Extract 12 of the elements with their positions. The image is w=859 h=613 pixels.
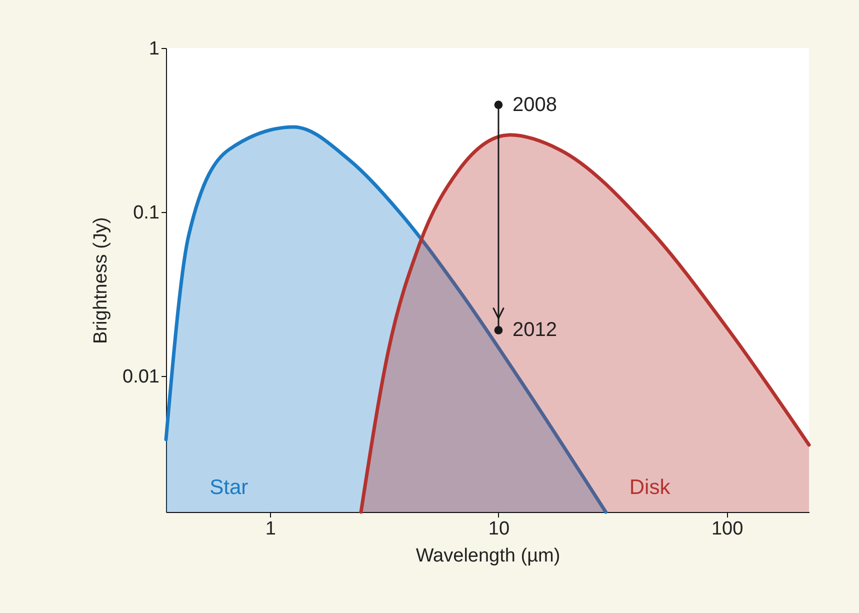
series-label: Disk [629,476,671,499]
y-tick-label: 1 [148,38,160,60]
y-tick-label: 0.01 [122,366,160,388]
x-axis-title: Wavelength (µm) [416,546,560,566]
annotation: 2008 [512,94,557,116]
y-tick-label: 0.1 [133,202,160,224]
y-axis-title: Brightness (Jy) [90,217,112,344]
x-tick-label: 10 [488,518,510,540]
series-label: Star [210,476,248,499]
annotation: 2012 [512,319,557,342]
x-tick-label: 1 [265,518,276,540]
x-tick-label: 100 [711,518,744,540]
